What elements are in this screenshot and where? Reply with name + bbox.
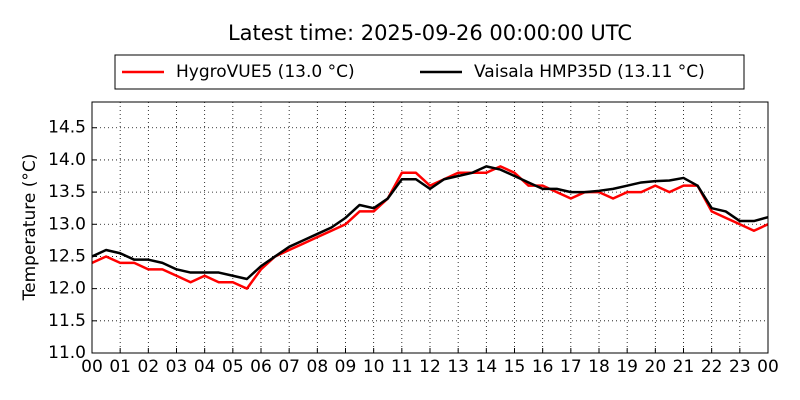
plot-frame [91,101,769,354]
x-tick-label: 08 [307,357,329,377]
x-tick-label: 23 [729,357,751,377]
y-tick-label: 14.0 [48,150,86,170]
x-tick-label: 06 [250,357,272,377]
x-tick-label: 19 [616,357,638,377]
legend-label: Vaisala HMP35D (13.11 °C) [474,62,705,82]
x-tick-label: 00 [81,357,103,377]
x-tick-label: 12 [419,357,441,377]
x-tick-label: 13 [447,357,469,377]
x-tick-label: 00 [757,357,779,377]
x-tick-label: 02 [138,357,160,377]
x-tick-label: 17 [560,357,582,377]
y-tick-label: 14.5 [48,118,86,138]
x-tick-label: 10 [363,357,385,377]
y-tick-label: 13.5 [48,182,86,202]
x-tick-label: 09 [335,357,357,377]
y-tick-label: 13.0 [48,214,86,234]
legend-label: HygroVUE5 (13.0 °C) [176,62,355,82]
x-tick-label: 04 [194,357,216,377]
x-tick-label: 05 [222,357,244,377]
y-tick-label: 12.5 [48,246,86,266]
x-tick-label: 14 [476,357,498,377]
series-line [91,165,769,281]
x-tick-label: 22 [701,357,723,377]
y-axis-label: Temperature (°C) [20,154,40,302]
x-tick-label: 07 [278,357,300,377]
x-tick-label: 20 [645,357,667,377]
y-tick-label: 12.0 [48,279,86,299]
x-tick-label: 03 [166,357,188,377]
x-tick-label: 15 [504,357,526,377]
x-tick-label: 01 [109,357,131,377]
chart-title: Latest time: 2025-09-26 00:00:00 UTC [228,21,632,45]
x-tick-label: 11 [391,357,413,377]
y-tick-label: 11.5 [48,311,86,331]
y-tick-label: 11.0 [48,343,86,363]
x-tick-label: 18 [588,357,610,377]
x-tick-label: 16 [532,357,554,377]
x-tick-label: 21 [673,357,695,377]
series-line [91,165,769,290]
